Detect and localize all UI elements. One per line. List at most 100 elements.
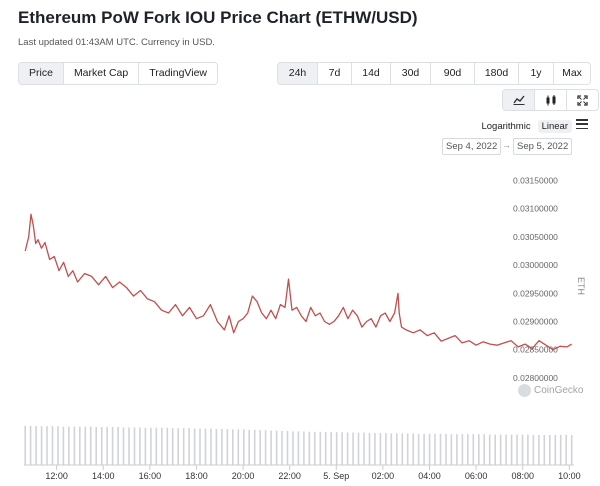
candlestick-button[interactable] bbox=[535, 90, 567, 110]
tab-price[interactable]: Price bbox=[19, 63, 64, 84]
y-tick-label: 0.03100000 bbox=[513, 204, 558, 214]
volume-bar bbox=[275, 430, 278, 465]
range-30d[interactable]: 30d bbox=[391, 63, 431, 84]
volume-bar bbox=[215, 429, 218, 465]
volume-bar bbox=[412, 433, 414, 465]
x-tick-label: 22:00 bbox=[278, 471, 301, 481]
range-1y[interactable]: 1y bbox=[519, 63, 554, 84]
volume-bar bbox=[259, 430, 261, 465]
volume-bar bbox=[456, 434, 458, 465]
volume-bar bbox=[133, 427, 136, 465]
volume-bar bbox=[308, 431, 311, 465]
range-max[interactable]: Max bbox=[554, 63, 590, 84]
volume-bar bbox=[150, 427, 152, 465]
volume-bar bbox=[532, 435, 535, 465]
volume-bar bbox=[248, 429, 250, 465]
volume-bar bbox=[330, 432, 332, 465]
volume-bar bbox=[62, 426, 65, 465]
tab-market-cap[interactable]: Market Cap bbox=[63, 63, 140, 84]
date-to-input[interactable]: Sep 5, 2022 bbox=[513, 138, 573, 155]
volume-bar bbox=[319, 431, 322, 465]
range-7d[interactable]: 7d bbox=[318, 63, 352, 84]
volume-bar bbox=[35, 426, 37, 465]
volume-bar bbox=[68, 426, 70, 465]
volume-bar bbox=[423, 433, 425, 465]
volume-bar bbox=[89, 426, 92, 465]
y-tick-label: 0.02900000 bbox=[513, 316, 558, 326]
range-tabs: 24h 7d 14d 30d 90d 180d 1y Max bbox=[277, 62, 591, 85]
volume-bar bbox=[363, 432, 365, 465]
volume-bar bbox=[166, 427, 169, 465]
volume-bar bbox=[111, 427, 114, 465]
scale-linear[interactable]: Linear bbox=[537, 120, 572, 133]
menu-icon[interactable] bbox=[576, 119, 588, 130]
volume-bar bbox=[210, 428, 212, 465]
volume-bar bbox=[314, 431, 316, 465]
volume-bar bbox=[450, 434, 453, 465]
range-180d[interactable]: 180d bbox=[475, 63, 519, 84]
tab-tradingview[interactable]: TradingView bbox=[139, 63, 217, 84]
volume-bar bbox=[297, 431, 300, 465]
scale-logarithmic[interactable]: Logarithmic bbox=[481, 121, 531, 132]
volume-bar bbox=[51, 426, 54, 465]
volume-bar bbox=[128, 427, 130, 465]
volume-bars bbox=[24, 425, 573, 465]
volume-bar bbox=[106, 427, 108, 465]
volume-bar bbox=[352, 432, 354, 465]
volume-bar bbox=[57, 426, 59, 465]
volume-bar bbox=[29, 425, 32, 465]
metric-tabs: Price Market Cap TradingView bbox=[18, 62, 218, 85]
volume-bar bbox=[488, 434, 491, 465]
volume-bar bbox=[24, 425, 26, 465]
range-24h[interactable]: 24h bbox=[278, 63, 318, 84]
y-tick-label: 0.03050000 bbox=[513, 232, 558, 242]
page-title: Ethereum PoW Fork IOU Price Chart (ETHW/… bbox=[18, 8, 418, 27]
range-90d[interactable]: 90d bbox=[431, 63, 475, 84]
volume-bar bbox=[292, 431, 294, 465]
volume-bar bbox=[341, 432, 343, 465]
volume-bar bbox=[505, 434, 507, 465]
volume-bar bbox=[439, 433, 442, 465]
volume-bar bbox=[483, 434, 485, 465]
volume-bar bbox=[221, 429, 223, 465]
volume-bar bbox=[144, 427, 147, 465]
last-updated-text: Last updated 01:43AM UTC. Currency in US… bbox=[18, 37, 215, 48]
volume-bar bbox=[467, 434, 469, 465]
range-14d[interactable]: 14d bbox=[352, 63, 391, 84]
y-tick-label: 0.03000000 bbox=[513, 260, 558, 270]
volume-bar bbox=[95, 427, 97, 465]
line-chart-button[interactable] bbox=[503, 90, 535, 110]
volume-bar bbox=[390, 433, 393, 465]
volume-bar bbox=[122, 427, 125, 465]
volume-bar bbox=[155, 427, 158, 465]
volume-bar bbox=[264, 430, 267, 465]
x-tick-label: 08:00 bbox=[511, 471, 534, 481]
fullscreen-button[interactable] bbox=[567, 90, 598, 110]
volume-bar bbox=[161, 427, 163, 465]
volume-bar bbox=[139, 427, 141, 465]
x-tick-label: 5. Sep bbox=[323, 471, 349, 481]
volume-bar bbox=[100, 427, 103, 465]
volume-bar bbox=[171, 428, 174, 465]
volume-bar bbox=[559, 435, 562, 465]
volume-bar bbox=[494, 434, 496, 465]
volume-bar bbox=[417, 433, 420, 465]
volume-bar bbox=[270, 430, 272, 465]
x-tick-label: 04:00 bbox=[418, 471, 441, 481]
volume-bar bbox=[543, 435, 546, 465]
y-tick-label: 0.02800000 bbox=[513, 373, 558, 383]
volume-bar bbox=[510, 434, 513, 465]
volume-bar bbox=[379, 433, 382, 465]
coingecko-watermark: CoinGecko bbox=[518, 384, 583, 397]
date-from-input[interactable]: Sep 4, 2022 bbox=[442, 138, 502, 155]
volume-bar bbox=[565, 435, 567, 465]
volume-bar bbox=[428, 433, 431, 465]
y-tick-label: 0.03150000 bbox=[513, 175, 558, 185]
volume-bar bbox=[472, 434, 475, 465]
volume-bar bbox=[232, 429, 234, 465]
volume-bar bbox=[406, 433, 409, 465]
y-axis-label: ETH bbox=[576, 277, 586, 295]
volume-bar bbox=[204, 428, 207, 465]
volume-bar bbox=[385, 433, 387, 465]
